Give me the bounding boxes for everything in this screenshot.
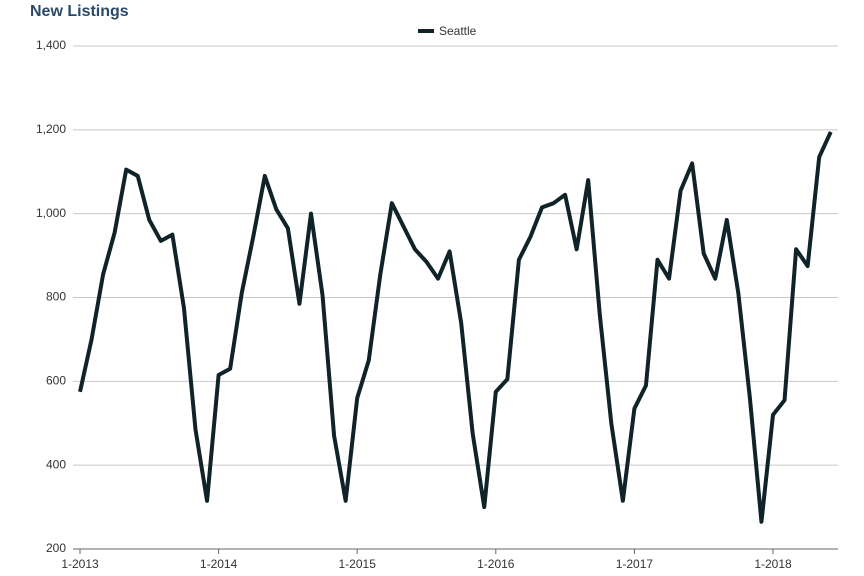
y-tick-label: 800 — [46, 290, 66, 304]
x-tick-label: 1-2017 — [616, 557, 654, 571]
x-tick-label: 1-2014 — [200, 557, 238, 571]
legend-label: Seattle — [439, 24, 477, 38]
y-tick-label: 400 — [46, 457, 66, 471]
x-tick-label: 1-2016 — [477, 557, 515, 571]
chart-title: New Listings — [30, 3, 129, 20]
y-tick-label: 600 — [46, 374, 66, 388]
y-tick-label: 200 — [46, 541, 66, 555]
x-tick-label: 1-2018 — [754, 557, 792, 571]
y-tick-label: 1,400 — [36, 38, 66, 52]
x-tick-label: 1-2013 — [61, 557, 99, 571]
y-tick-label: 1,000 — [36, 206, 66, 220]
y-tick-label: 1,200 — [36, 122, 66, 136]
x-tick-label: 1-2015 — [339, 557, 377, 571]
line-series — [78, 131, 833, 524]
